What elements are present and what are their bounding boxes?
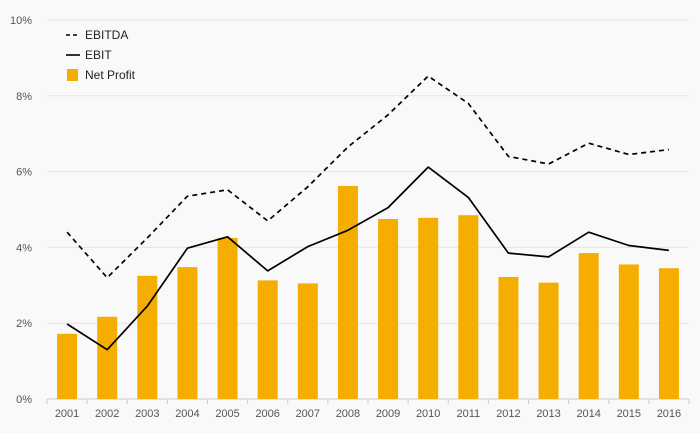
x-tick-label: 2001	[55, 408, 79, 420]
x-axis: 2001 2002 2003 2004 2005 2006 2007 2008 2009 2010…	[46, 399, 690, 420]
bar-net-profit	[97, 316, 118, 399]
x-tick-label: 2002	[95, 408, 119, 420]
x-tick-label: 2011	[456, 408, 480, 420]
bar-net-profit	[538, 282, 559, 399]
line-ebit	[66, 166, 670, 351]
bar-net-profit	[257, 280, 278, 399]
bar-net-profit	[57, 333, 78, 399]
bar-net-profit	[458, 215, 479, 399]
bar-net-profit	[618, 264, 639, 399]
x-tick-label: 2005	[215, 408, 239, 420]
line-ebitda	[66, 75, 670, 279]
x-tick-label: 2014	[576, 408, 600, 420]
x-tick-label: 2007	[296, 408, 320, 420]
legend-label-ebit: EBIT	[85, 48, 112, 62]
bar-net-profit	[337, 186, 358, 399]
legend-label-ebitda: EBITDA	[85, 28, 128, 42]
bar-net-profit	[658, 268, 679, 399]
x-tick-label: 2006	[255, 408, 279, 420]
bar-net-profit	[418, 217, 439, 399]
bar-net-profit	[177, 267, 198, 399]
y-tick-label: 2%	[16, 318, 32, 330]
y-axis: 0% 2% 4% 6% 8% 10%	[10, 15, 32, 406]
bar-net-profit	[297, 283, 318, 399]
y-tick-label: 0%	[16, 394, 32, 406]
x-tick-label: 2013	[536, 408, 560, 420]
legend-item-net-profit[interactable]: Net Profit	[67, 68, 136, 82]
x-tick-label: 2008	[336, 408, 360, 420]
legend-item-ebitda[interactable]: EBITDA	[66, 28, 128, 42]
x-tick-label: 2009	[376, 408, 400, 420]
legend-label-net-profit: Net Profit	[85, 68, 136, 82]
x-tick-label: 2004	[175, 408, 199, 420]
y-tick-label: 10%	[10, 15, 32, 27]
bar-net-profit	[378, 218, 399, 399]
x-tick-label: 2003	[135, 408, 159, 420]
y-tick-label: 8%	[16, 91, 32, 103]
x-tick-label: 2016	[657, 408, 681, 420]
x-tick-label: 2015	[617, 408, 641, 420]
bar-net-profit	[578, 253, 599, 399]
net-profit-bars	[57, 186, 679, 399]
bar-net-profit	[137, 275, 158, 399]
y-tick-label: 4%	[16, 242, 32, 254]
legend[interactable]: EBITDA EBIT Net Profit	[66, 28, 136, 82]
bar-net-profit	[217, 237, 238, 399]
x-tick-label: 2012	[496, 408, 520, 420]
bar-net-profit	[498, 276, 519, 399]
legend-item-ebit[interactable]: EBIT	[66, 48, 112, 62]
series-lines	[66, 75, 670, 351]
x-tick-label: 2010	[416, 408, 440, 420]
y-tick-label: 6%	[16, 167, 32, 179]
legend-swatch-net-profit	[67, 69, 78, 81]
